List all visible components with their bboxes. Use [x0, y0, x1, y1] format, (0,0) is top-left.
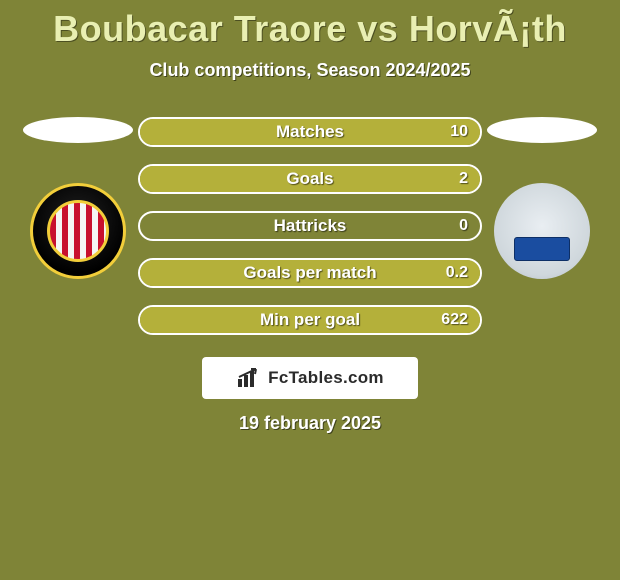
right-player-oval — [487, 117, 597, 143]
brand-box: FcTables.com — [202, 357, 418, 399]
stat-bars: Matches 10 Goals 2 Hattricks 0 Goals per match… — [138, 117, 482, 335]
bar-label: Goals — [286, 169, 333, 189]
bar-value-right: 0 — [459, 217, 468, 235]
bar-label: Hattricks — [274, 216, 347, 236]
stat-bar: Goals 2 — [138, 164, 482, 194]
bar-chart-icon — [236, 367, 262, 389]
page-title: Boubacar Traore vs HorvÃ¡th — [53, 8, 567, 50]
stat-bar: Goals per match 0.2 — [138, 258, 482, 288]
page-subtitle: Club competitions, Season 2024/2025 — [149, 60, 470, 81]
bar-label: Matches — [276, 122, 344, 142]
stat-bar: Hattricks 0 — [138, 211, 482, 241]
bar-value-right: 2 — [459, 170, 468, 188]
stat-bar: Min per goal 622 — [138, 305, 482, 335]
brand-text: FcTables.com — [268, 368, 384, 388]
left-player-column — [18, 117, 138, 279]
bar-value-right: 10 — [450, 123, 468, 141]
bar-label: Goals per match — [243, 263, 376, 283]
right-club-badge-icon — [494, 183, 590, 279]
bar-label: Min per goal — [260, 310, 360, 330]
bar-value-right: 622 — [441, 311, 468, 329]
left-club-badge-icon — [30, 183, 126, 279]
right-player-column — [482, 117, 602, 279]
stat-bar: Matches 10 — [138, 117, 482, 147]
comparison-row: Matches 10 Goals 2 Hattricks 0 Goals per match… — [0, 117, 620, 335]
bar-value-right: 0.2 — [446, 264, 468, 282]
generated-date: 19 february 2025 — [239, 413, 381, 434]
left-player-oval — [23, 117, 133, 143]
